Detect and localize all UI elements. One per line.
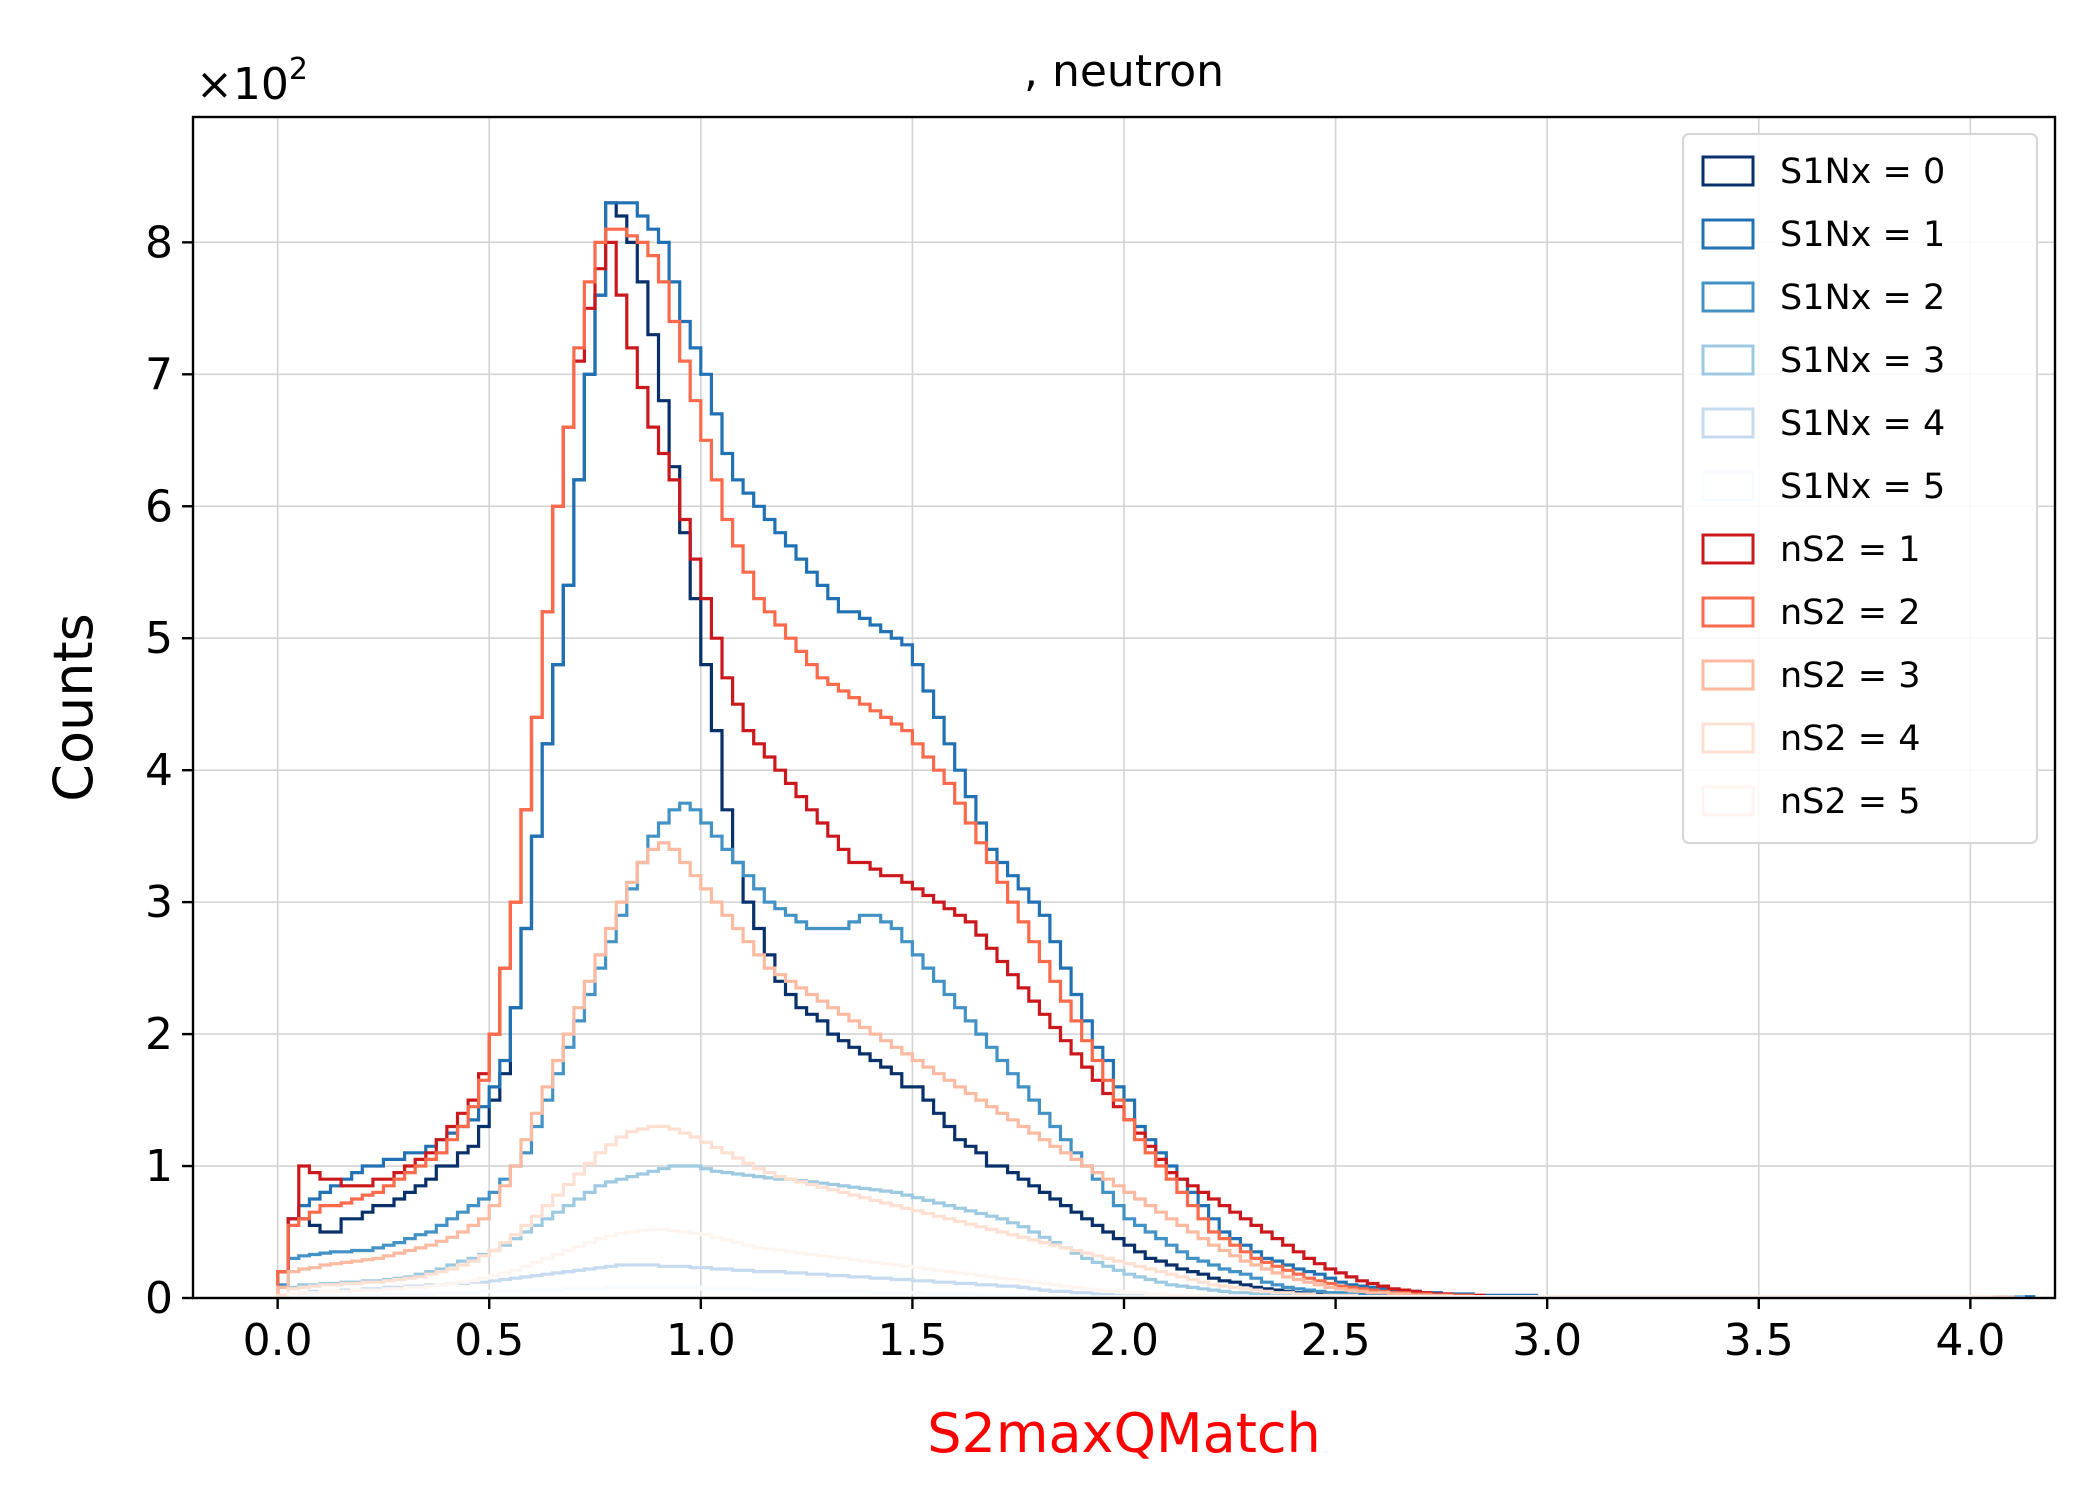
legend-label: nS2 = 2: [1780, 593, 1921, 633]
y-tick-label: 4: [145, 745, 173, 796]
y-tick-label: 6: [145, 481, 173, 532]
legend-swatch: [1701, 722, 1755, 754]
y-tick-label: 0: [145, 1273, 173, 1324]
legend-label: S1Nx = 5: [1780, 467, 1945, 507]
legend-swatch: [1701, 281, 1755, 313]
y-tick-label: 3: [145, 877, 173, 928]
y-scale-exponent: 2: [289, 52, 308, 87]
legend-box: [1682, 133, 2038, 844]
series-layer: [276, 201, 2036, 1300]
x-tick-label: 4.0: [1935, 1315, 2005, 1366]
legend-swatch: [1701, 785, 1755, 817]
legend-label: S1Nx = 3: [1780, 341, 1945, 381]
y-axis-label: Counts: [42, 613, 105, 802]
legend-swatch: [1701, 596, 1755, 628]
legend: S1Nx = 0 S1Nx = 1 S1Nx = 2 S1Nx = 3 S1Nx = 4…: [1682, 133, 2038, 844]
histogram-series-11: [277, 1227, 1994, 1300]
y-tick-label: 1: [145, 1141, 173, 1192]
x-tick-label: 1.0: [666, 1315, 736, 1366]
y-scale-multiplier: ×102: [196, 52, 308, 110]
legend-label: S1Nx = 1: [1780, 215, 1945, 255]
legend-swatch: [1701, 470, 1755, 502]
legend-label: S1Nx = 0: [1780, 152, 1945, 192]
legend-swatch: [1701, 533, 1755, 565]
y-tick-label: 5: [145, 613, 173, 664]
legend-swatch: [1701, 659, 1755, 691]
x-tick-label: 2.0: [1089, 1315, 1159, 1366]
legend-label: S1Nx = 4: [1780, 404, 1945, 444]
legend-label: nS2 = 3: [1780, 656, 1921, 696]
chart-title: , neutron: [1024, 46, 1224, 97]
y-tick-label: 7: [145, 349, 173, 400]
y-scale-base: ×10: [196, 59, 289, 110]
x-axis-label: S2maxQMatch: [927, 1402, 1321, 1465]
y-tick-label: 8: [145, 217, 173, 268]
x-tick-label: 3.5: [1724, 1315, 1794, 1366]
legend-swatch: [1701, 407, 1755, 439]
legend-swatch: [1701, 218, 1755, 250]
axis-ticks: 0.0 0.5 1.0 1.5 2.0 2.5 3.0 3.5 4.0 0 1 2 3 4 5 6 7 8: [145, 217, 2005, 1366]
x-tick-label: 1.5: [877, 1315, 947, 1366]
y-tick-label: 2: [145, 1009, 173, 1060]
legend-swatch: [1701, 155, 1755, 187]
legend-label: S1Nx = 2: [1780, 278, 1945, 318]
legend-label: nS2 = 5: [1780, 782, 1921, 822]
legend-swatch: [1701, 344, 1755, 376]
x-tick-label: 2.5: [1301, 1315, 1371, 1366]
legend-label: nS2 = 4: [1780, 719, 1921, 759]
legend-label: nS2 = 1: [1780, 530, 1921, 570]
x-tick-label: 3.0: [1512, 1315, 1582, 1366]
x-tick-label: 0.0: [243, 1315, 313, 1366]
x-tick-label: 0.5: [454, 1315, 524, 1366]
